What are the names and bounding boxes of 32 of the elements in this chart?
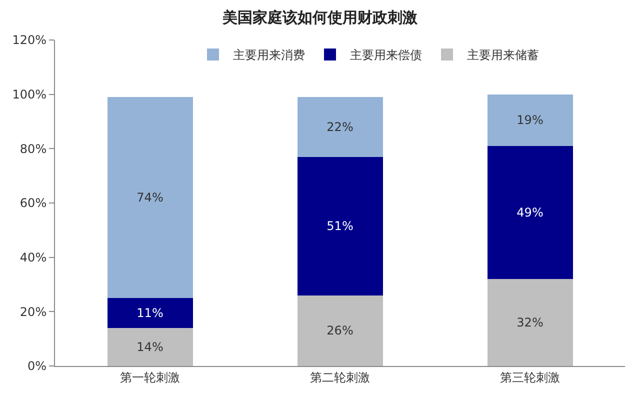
legend-label: 主要用来偿债 bbox=[350, 48, 422, 62]
legend-label: 主要用来储蓄 bbox=[467, 48, 539, 62]
bar bbox=[107, 97, 193, 298]
bar bbox=[107, 328, 193, 366]
bar bbox=[297, 97, 383, 157]
y-tick-label: 120% bbox=[12, 33, 47, 48]
data-label: 26% bbox=[326, 324, 354, 338]
x-tick-label: 第一轮刺激 bbox=[120, 370, 180, 384]
x-tick-label: 第三轮刺激 bbox=[500, 370, 560, 384]
y-tick-label: 100% bbox=[12, 88, 47, 102]
bar bbox=[487, 146, 573, 280]
y-tick-label: 80% bbox=[20, 142, 47, 156]
data-label: 14% bbox=[136, 340, 164, 354]
bar bbox=[487, 94, 573, 146]
data-label: 22% bbox=[326, 120, 354, 134]
data-label: 74% bbox=[136, 190, 164, 205]
chart-title: 美国家庭该如何使用财政刺激 bbox=[222, 8, 418, 27]
y-tick-label: 20% bbox=[20, 304, 47, 319]
y-tick-label: 40% bbox=[20, 250, 47, 265]
data-label: 32% bbox=[516, 316, 544, 330]
bar bbox=[107, 298, 193, 328]
y-tick-label: 0% bbox=[28, 359, 47, 374]
legend-label: 主要用来消费 bbox=[233, 48, 305, 62]
bar bbox=[297, 156, 383, 296]
x-tick-label: 第二轮刺激 bbox=[310, 370, 370, 384]
data-label: 19% bbox=[516, 113, 544, 128]
data-label: 51% bbox=[326, 219, 354, 234]
bar bbox=[487, 279, 573, 366]
data-label: 49% bbox=[516, 206, 544, 220]
bar bbox=[297, 295, 383, 366]
y-tick-label: 60% bbox=[20, 196, 47, 210]
data-label: 11% bbox=[136, 306, 164, 320]
